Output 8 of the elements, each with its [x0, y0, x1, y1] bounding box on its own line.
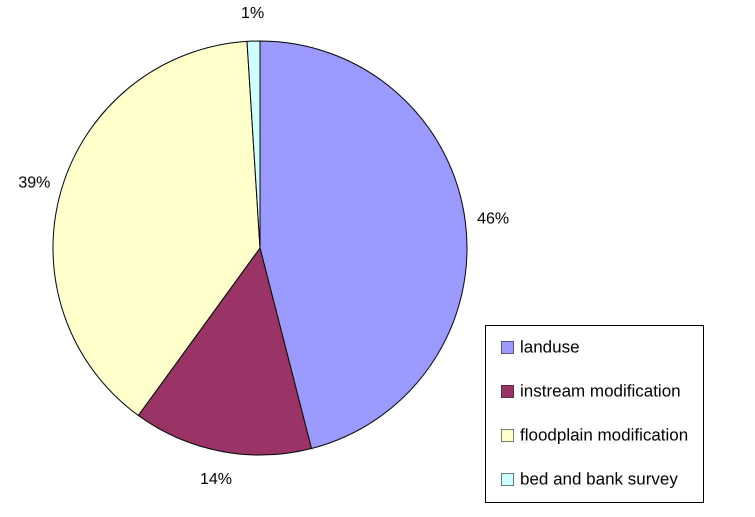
data-label: 46%: [477, 210, 510, 228]
legend-label: instream modification: [520, 382, 681, 400]
legend-label: floodplain modification: [520, 426, 688, 444]
data-label: 1%: [241, 5, 264, 22]
data-label: 14%: [200, 470, 232, 488]
legend-label: landuse: [520, 338, 580, 356]
legend-label: bed and bank survey: [520, 470, 678, 488]
data-label: 39%: [18, 174, 50, 192]
